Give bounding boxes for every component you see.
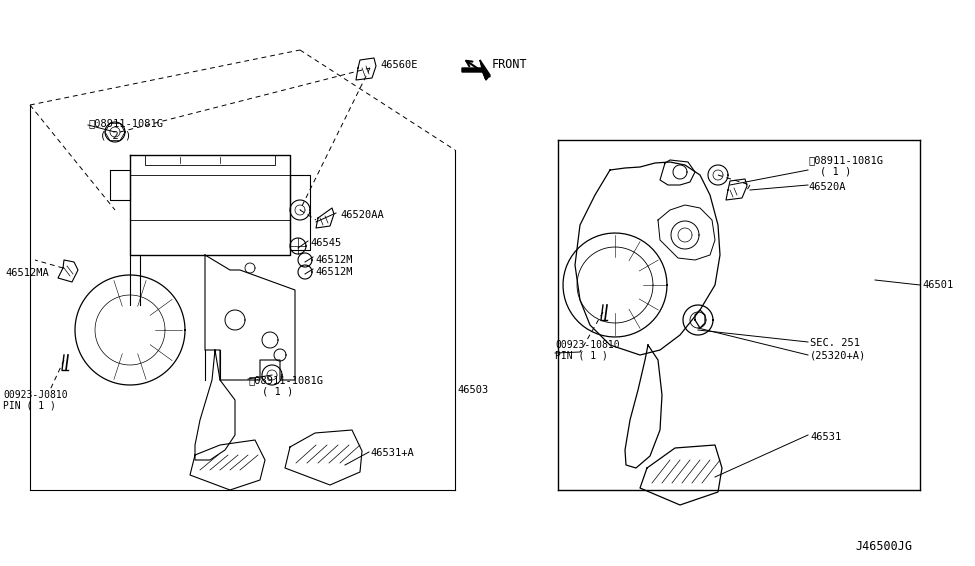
Polygon shape (290, 175, 310, 250)
Text: 46512M: 46512M (315, 267, 353, 277)
Text: ( 1 ): ( 1 ) (820, 167, 851, 177)
Text: 46512MA: 46512MA (5, 268, 49, 278)
Text: 46503: 46503 (457, 385, 488, 395)
Polygon shape (356, 58, 376, 80)
Text: 00923-J0810: 00923-J0810 (3, 390, 67, 400)
Polygon shape (660, 160, 695, 185)
Polygon shape (575, 162, 720, 355)
Text: 46501: 46501 (922, 280, 954, 290)
Polygon shape (658, 205, 715, 260)
Text: 00923-10810: 00923-10810 (555, 340, 620, 350)
Text: 46520A: 46520A (808, 182, 845, 192)
Text: 46520AA: 46520AA (340, 210, 384, 220)
Polygon shape (462, 60, 490, 80)
Text: 46531+A: 46531+A (370, 448, 413, 458)
Polygon shape (195, 350, 235, 460)
Polygon shape (110, 170, 130, 200)
Text: ⓝ08911-1081G: ⓝ08911-1081G (88, 118, 163, 128)
Polygon shape (205, 255, 295, 380)
Polygon shape (726, 179, 747, 200)
Polygon shape (640, 445, 722, 505)
Text: PIN ( 1 ): PIN ( 1 ) (555, 351, 607, 361)
Text: (25320+A): (25320+A) (810, 350, 866, 360)
Text: 46560E: 46560E (380, 60, 417, 70)
Polygon shape (625, 345, 662, 468)
Text: PIN ( 1 ): PIN ( 1 ) (3, 401, 56, 411)
Text: 46531: 46531 (810, 432, 841, 442)
Text: 46512M: 46512M (315, 255, 353, 265)
Polygon shape (480, 60, 486, 80)
Text: 46545: 46545 (310, 238, 341, 248)
Polygon shape (316, 208, 334, 228)
Polygon shape (130, 155, 290, 255)
Text: ⓝ08911-1081G: ⓝ08911-1081G (808, 155, 883, 165)
Polygon shape (190, 440, 265, 490)
Text: ( 2 ): ( 2 ) (100, 130, 132, 140)
Text: ( 1 ): ( 1 ) (262, 387, 293, 397)
Text: ⓝ08911-1081G: ⓝ08911-1081G (248, 375, 323, 385)
Text: J46500JG: J46500JG (855, 540, 912, 553)
Text: FRONT: FRONT (492, 58, 527, 71)
Polygon shape (285, 430, 362, 485)
Text: SEC. 251: SEC. 251 (810, 338, 860, 348)
Polygon shape (58, 260, 78, 282)
